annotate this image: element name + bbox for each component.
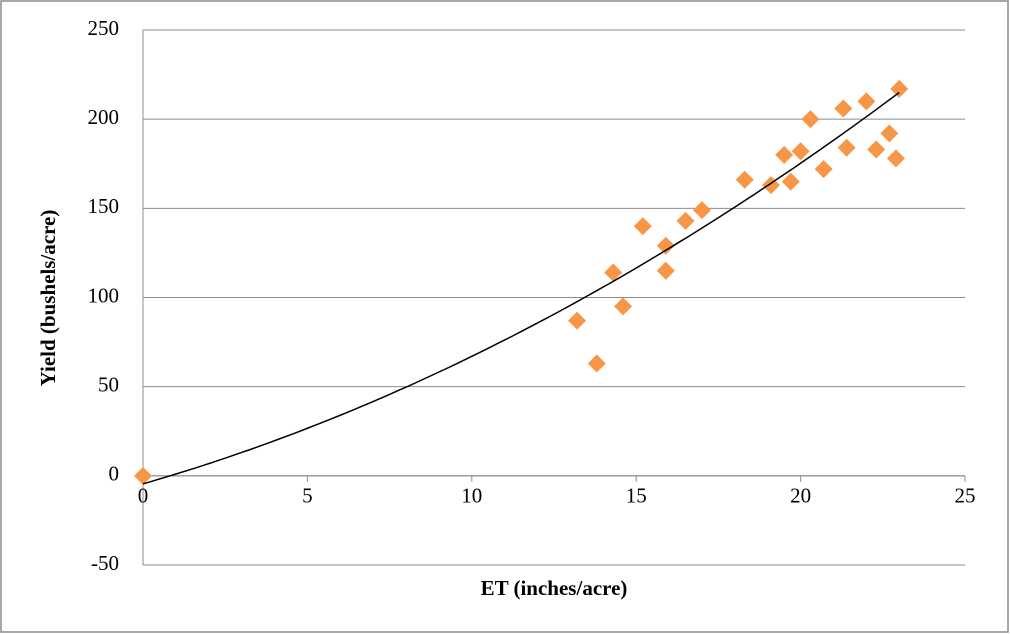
x-tick-label: 0 xyxy=(138,484,149,508)
x-axis-title: ET (inches/acre) xyxy=(481,576,628,600)
y-tick-label: 200 xyxy=(88,105,120,129)
data-point xyxy=(890,79,909,98)
data-point xyxy=(814,160,833,179)
x-tick-label: 15 xyxy=(626,484,647,508)
data-point xyxy=(614,297,633,316)
data-point xyxy=(587,354,606,373)
data-point xyxy=(867,140,886,159)
data-point xyxy=(880,124,899,143)
x-tick-label: 20 xyxy=(790,484,811,508)
y-tick-label: 100 xyxy=(88,283,120,307)
data-point xyxy=(834,99,853,118)
x-tick-label: 25 xyxy=(955,484,976,508)
data-point xyxy=(886,149,905,168)
data-point xyxy=(857,92,876,111)
data-point xyxy=(604,263,623,282)
data-point xyxy=(676,211,695,230)
data-point xyxy=(692,201,711,220)
y-tick-label: -50 xyxy=(91,551,119,575)
data-point xyxy=(735,170,754,189)
y-tick-label: 250 xyxy=(88,16,120,40)
y-tick-label: 150 xyxy=(88,194,120,218)
x-tick-label: 10 xyxy=(461,484,482,508)
trendline xyxy=(142,91,900,485)
y-tick-label: 50 xyxy=(98,372,119,396)
data-point xyxy=(791,142,810,161)
data-point xyxy=(775,145,794,164)
y-tick-label: 0 xyxy=(109,462,120,486)
data-point xyxy=(568,311,587,330)
data-point xyxy=(134,466,152,485)
x-tick-label: 5 xyxy=(302,484,313,508)
data-point xyxy=(781,172,800,191)
data-point xyxy=(656,236,675,255)
data-point xyxy=(837,138,856,157)
data-point xyxy=(656,261,675,280)
data-point xyxy=(633,217,652,236)
y-axis-title: Yield (bushels/acre) xyxy=(36,210,60,387)
data-point xyxy=(801,110,820,129)
